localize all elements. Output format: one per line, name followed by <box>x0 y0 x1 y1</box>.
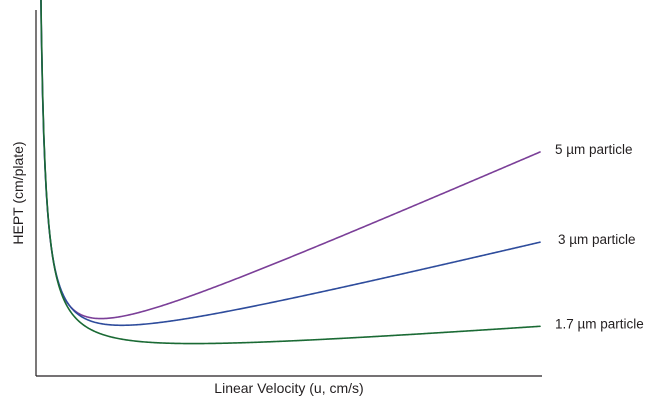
x-axis-label: Linear Velocity (u, cm/s) <box>214 380 363 396</box>
series-line-3 <box>40 0 541 345</box>
series-labels-group: 5 µm particle 3 µm particle 1.7 µm particl… <box>555 142 644 331</box>
series-line-1 <box>40 0 541 320</box>
series-label-3: 1.7 µm particle <box>555 316 644 331</box>
series-line-2 <box>40 0 541 327</box>
series-label-1: 5 µm particle <box>555 142 633 157</box>
series-label-2: 3 µm particle <box>558 232 636 247</box>
y-axis-label: HEPT (cm/plate) <box>10 141 26 244</box>
curves-group <box>40 0 541 345</box>
